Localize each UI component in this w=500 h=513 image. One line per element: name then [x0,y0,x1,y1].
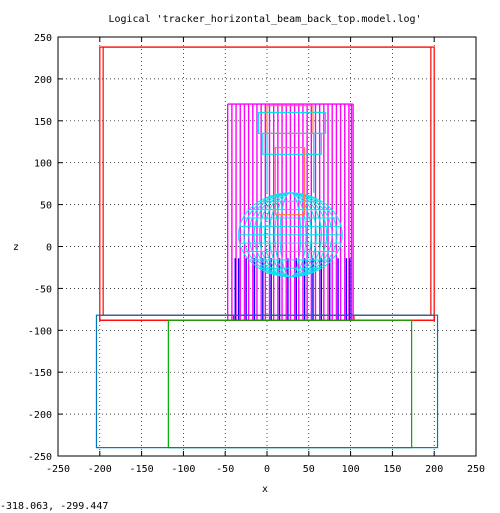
x-tick-label: -250 [46,464,70,475]
y-tick-label: 150 [34,117,52,128]
plot-series [95,46,439,449]
x-tick-label: -150 [130,464,154,475]
x-tick-label: 200 [425,464,443,475]
y-tick-label: -50 [34,284,52,295]
series-outline [167,319,413,449]
plot-canvas[interactable]: Logical 'tracker_horizontal_beam_back_to… [0,0,500,500]
y-tick-label: 0 [46,243,52,254]
x-tick-label: 150 [383,464,401,475]
grid [58,37,476,456]
series-outline [266,105,314,134]
y-tick-label: 250 [34,33,52,44]
x-tick-label: 100 [342,464,360,475]
y-tick-label: 100 [34,159,52,170]
x-tick-label: -100 [171,464,195,475]
y-tick-label: -250 [28,452,52,463]
y-axis-label: z [13,242,19,253]
x-tick-label: 50 [303,464,315,475]
y-tick-label: -200 [28,410,52,421]
axis-ticks: -250 -200 -150 -100 -50 0 50 100 150 200 250 -250 -2… [28,33,485,475]
series-outline [274,147,306,216]
coordinate-readout: -318.063, -299.447 [0,501,109,512]
x-axis-label: x [262,484,268,495]
chart-title: Logical 'tracker_horizontal_beam_back_to… [108,14,421,25]
y-tick-label: 200 [34,75,52,86]
x-tick-label: 0 [264,464,270,475]
x-tick-label: -50 [216,464,234,475]
y-tick-label: -150 [28,368,52,379]
x-tick-label: 250 [467,464,485,475]
y-tick-label: -100 [28,326,52,337]
series-outline [262,132,322,155]
y-tick-label: 50 [40,201,52,212]
x-tick-label: -200 [88,464,112,475]
series-outline [95,314,439,449]
